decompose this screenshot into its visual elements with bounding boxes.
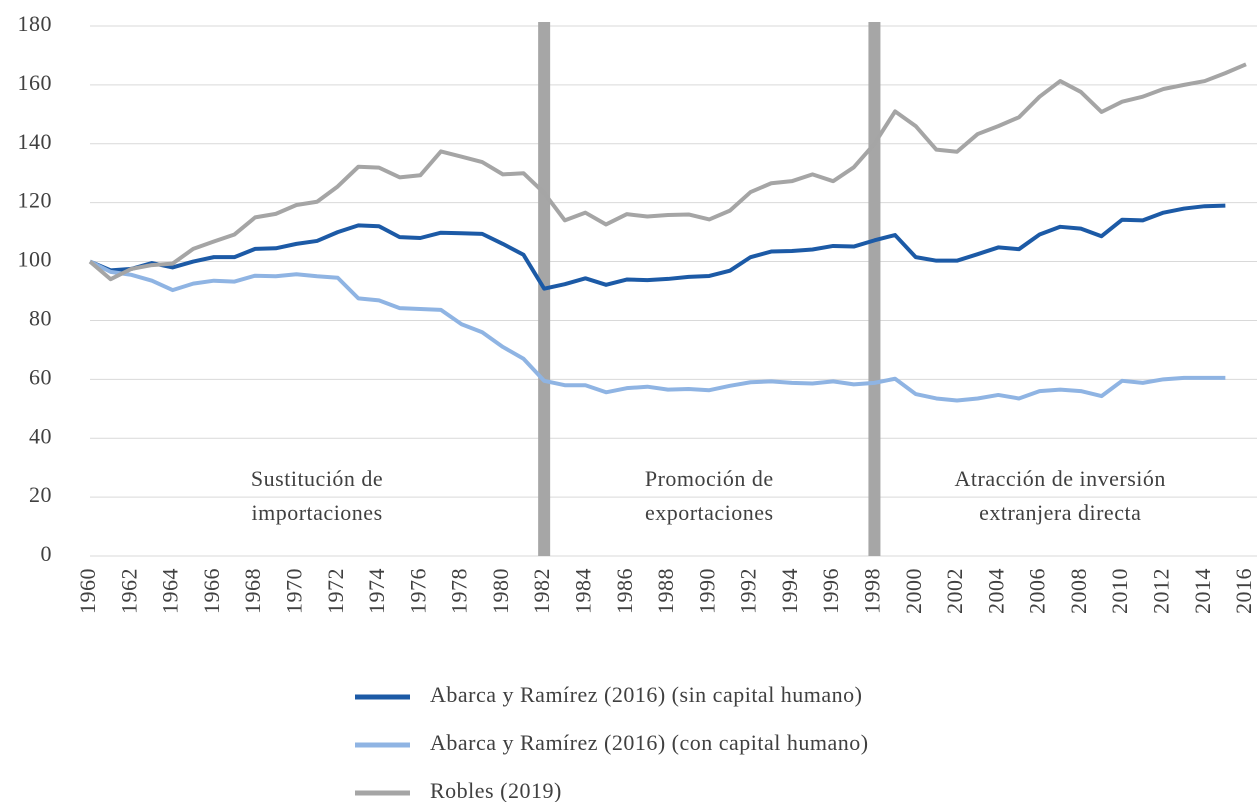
y-tick-label: 40 (29, 423, 52, 448)
region-label: Promoción de (645, 466, 774, 491)
series-line (89, 203, 1226, 291)
x-tick-label: 1970 (281, 568, 306, 614)
x-tick-label: 1962 (116, 568, 141, 614)
x-tick-label: 1988 (653, 568, 678, 614)
series-line (89, 259, 1226, 403)
x-tick-label: 1982 (529, 568, 554, 614)
x-tick-label: 2004 (983, 568, 1008, 614)
regime-break (868, 22, 881, 556)
x-tick-label: 1986 (612, 568, 637, 614)
x-tick-label: 1974 (364, 568, 389, 614)
y-tick-label: 60 (29, 364, 52, 389)
x-tick-label: 1980 (488, 568, 513, 614)
x-tick-label: 2014 (1190, 568, 1215, 614)
region-label: exportaciones (645, 500, 774, 525)
region-label: extranjera directa (979, 500, 1141, 525)
x-tick-label: 1992 (736, 568, 761, 614)
y-tick-label: 120 (18, 188, 53, 213)
region-label: importaciones (252, 500, 383, 525)
x-tick-label: 2002 (942, 568, 967, 614)
x-tick-label: 1960 (75, 568, 100, 614)
x-tick-label: 2000 (901, 568, 926, 614)
x-tick-label: 1972 (323, 568, 348, 614)
y-tick-label: 160 (18, 70, 53, 95)
x-tick-label: 2012 (1148, 568, 1173, 614)
legend-label: Abarca y Ramírez (2016) (con capital hum… (430, 730, 869, 755)
x-tick-label: 2006 (1025, 568, 1050, 614)
x-tick-label: 2016 (1231, 568, 1256, 614)
x-tick-label: 1964 (158, 568, 183, 614)
x-tick-label: 1968 (240, 568, 265, 614)
y-tick-label: 20 (29, 482, 52, 507)
x-tick-label: 1976 (405, 568, 430, 614)
x-tick-label: 1998 (859, 568, 884, 614)
series-line (88, 62, 1247, 282)
y-tick-label: 180 (18, 11, 53, 36)
x-tick-label: 1984 (570, 568, 595, 614)
x-tick-label: 1996 (818, 568, 843, 614)
x-tick-label: 2010 (1107, 568, 1132, 614)
x-tick-label: 1990 (694, 568, 719, 614)
x-tick-label: 1994 (777, 568, 802, 614)
legend-label: Robles (2019) (430, 778, 562, 802)
x-tick-label: 1966 (199, 568, 224, 614)
y-tick-label: 80 (29, 305, 52, 330)
y-tick-label: 140 (18, 129, 53, 154)
legend-label: Abarca y Ramírez (2016) (sin capital hum… (430, 682, 863, 707)
region-label: Atracción de inversión (955, 466, 1166, 491)
x-tick-label: 1978 (447, 568, 472, 614)
region-label: Sustitución de (251, 466, 383, 491)
y-tick-label: 100 (18, 247, 53, 272)
x-tick-label: 2008 (1066, 568, 1091, 614)
y-tick-label: 0 (41, 541, 53, 566)
